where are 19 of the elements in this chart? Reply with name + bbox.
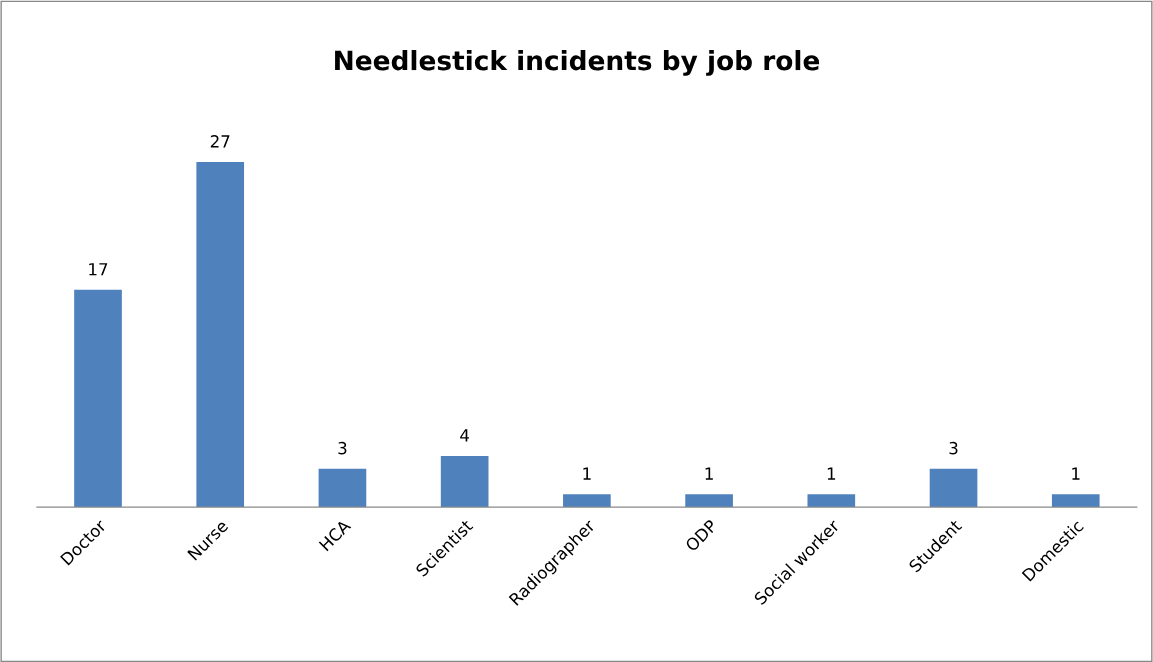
bar <box>74 289 122 508</box>
data-label: 4 <box>460 429 470 442</box>
data-label: 3 <box>338 441 347 455</box>
data-label: 1 <box>583 467 591 480</box>
data-label: 1 <box>827 467 836 480</box>
bar <box>440 455 489 508</box>
data-label: 1 <box>1072 467 1080 480</box>
data-label: 1 <box>705 467 713 480</box>
bar <box>807 494 856 508</box>
data-label: 3 <box>949 441 958 455</box>
bar <box>563 494 611 508</box>
bar <box>929 468 978 508</box>
chart-title: Needlestick incidents by job role <box>335 50 820 76</box>
bar <box>685 494 733 508</box>
bar <box>1051 494 1100 508</box>
data-label: 27 <box>210 135 230 148</box>
data-label: 17 <box>89 263 108 276</box>
bar <box>196 162 245 508</box>
bar <box>318 468 367 508</box>
